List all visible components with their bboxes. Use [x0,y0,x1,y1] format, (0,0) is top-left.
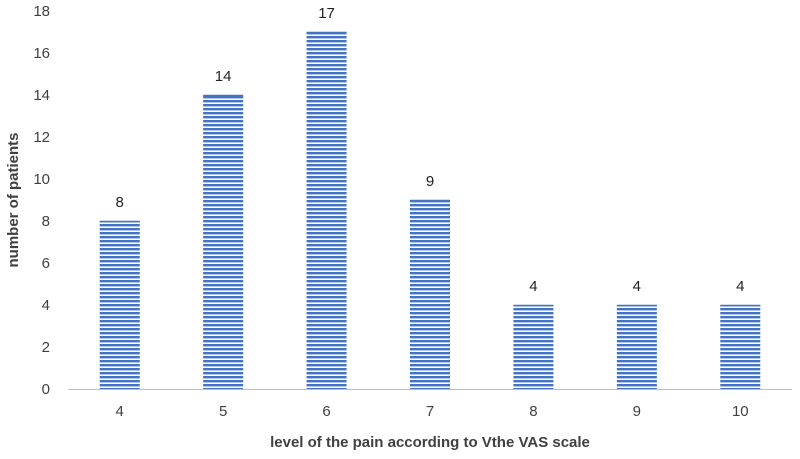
y-tick-label: 2 [42,339,50,356]
bars [99,31,761,389]
x-tick-label: 10 [732,403,749,420]
y-tick-label: 12 [33,129,50,146]
data-label: 4 [736,278,744,295]
data-label: 14 [215,68,232,85]
x-axis-ticks: 4 5 6 7 8 9 10 [116,403,749,420]
y-tick-label: 4 [42,297,50,314]
y-tick-label: 8 [42,213,50,230]
data-label: 9 [426,173,434,190]
x-tick-label: 7 [426,403,434,420]
bar-10 [720,305,761,389]
y-tick-label: 16 [33,45,50,62]
bar-4 [99,221,140,389]
data-label: 8 [116,194,124,211]
x-tick-label: 8 [529,403,537,420]
x-tick-label: 4 [116,403,124,420]
y-tick-label: 0 [42,381,50,398]
y-tick-label: 14 [33,87,50,104]
bar-6 [306,32,347,389]
x-tick-label: 5 [219,403,227,420]
bar-7 [410,200,450,389]
data-label: 17 [318,5,335,22]
bar-9 [616,305,657,389]
y-tick-label: 10 [33,171,50,188]
data-labels: 8 14 17 9 4 4 4 [116,5,745,295]
x-tick-label: 6 [322,403,330,420]
data-label: 4 [633,278,641,295]
y-axis-ticks: 0 2 4 6 8 10 12 14 16 18 [33,3,50,398]
bar-8 [513,305,554,389]
data-label: 4 [529,278,537,295]
y-tick-label: 18 [33,3,50,20]
y-tick-label: 6 [42,255,50,272]
y-axis-title: number of patients [5,132,22,267]
x-axis-title: level of the pain according to Vthe VAS … [270,434,590,451]
bar-5 [203,95,244,389]
x-tick-label: 9 [633,403,641,420]
